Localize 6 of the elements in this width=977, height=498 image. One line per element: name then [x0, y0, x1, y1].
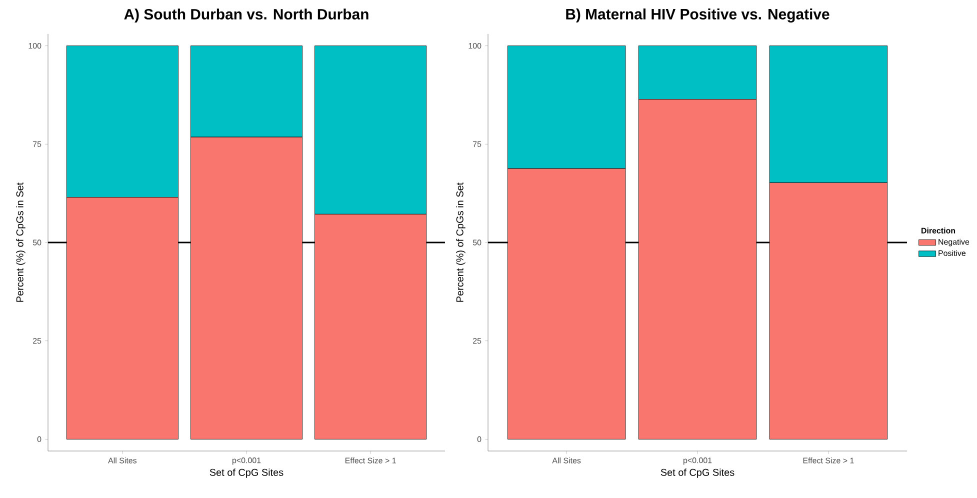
x-axis-title: Set of CpG Sites	[210, 468, 284, 478]
chart-title: A) South Durban vs. North Durban	[124, 8, 368, 22]
chart-title: B) Maternal HIV Positive vs. Negative	[566, 8, 830, 23]
y-axis-title: Percent (%) of CpGs in Set	[456, 182, 466, 302]
y-axis-title: Percent (%) of CpGs in Set	[16, 182, 26, 302]
x-axis-title: Set of CpG Sites	[660, 468, 734, 478]
